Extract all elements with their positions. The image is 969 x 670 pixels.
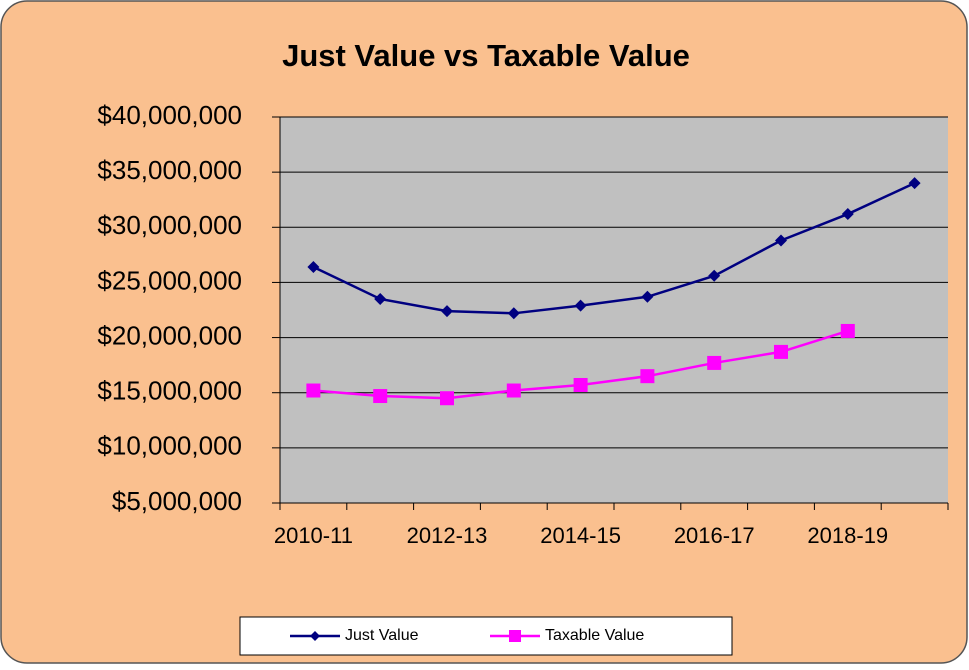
data-point (707, 355, 722, 370)
plot-area (280, 117, 948, 503)
y-tick-label: $35,000,000 (97, 155, 242, 185)
data-point (507, 307, 520, 320)
data-point (441, 305, 453, 318)
data-line (312, 182, 916, 315)
data-point (506, 383, 521, 398)
y-tick-label: $20,000,000 (97, 320, 242, 350)
data-point (509, 630, 521, 642)
y-tick-label: $40,000,000 (97, 100, 242, 130)
legend-label: Just Value (345, 627, 419, 644)
data-point (840, 323, 855, 338)
y-tick-label: $25,000,000 (97, 265, 242, 295)
y-tick-label: $30,000,000 (97, 210, 242, 240)
data-point (908, 177, 921, 190)
data-point (774, 344, 788, 359)
y-tick-label: $5,000,000 (112, 486, 242, 516)
x-tick-label: 2016-17 (674, 523, 755, 548)
data-point (574, 299, 587, 312)
data-point (640, 369, 655, 384)
chart-title: Just Value vs Taxable Value (282, 38, 690, 73)
x-tick-label: 2010-11 (274, 523, 353, 548)
data-point (775, 234, 787, 247)
data-point (373, 389, 388, 404)
data-point (573, 377, 588, 392)
x-tick-label: 2018-19 (807, 523, 888, 548)
data-point (641, 290, 654, 303)
data-point (310, 631, 320, 641)
data-point (440, 391, 454, 406)
data-point (374, 292, 387, 305)
data-point (841, 208, 854, 221)
data-point (708, 269, 721, 282)
y-tick-label: $10,000,000 (97, 431, 242, 461)
y-tick-label: $15,000,000 (97, 376, 242, 406)
data-point (307, 260, 320, 273)
x-tick-label: 2012-13 (407, 523, 488, 548)
legend-label: Taxable Value (545, 627, 644, 644)
data-point (306, 383, 321, 398)
x-tick-label: 2014-15 (540, 523, 621, 548)
